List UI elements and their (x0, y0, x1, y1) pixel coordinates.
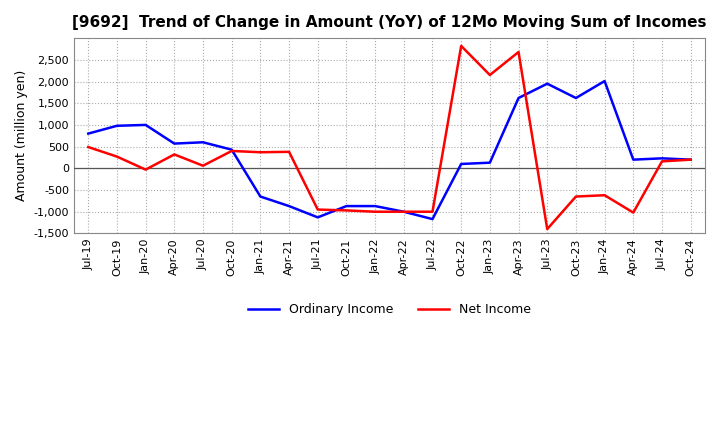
Ordinary Income (428, 216, 437, 222)
Ordinary Income (657, 156, 666, 161)
Net Income (428, 209, 437, 214)
Ordinary Income (400, 209, 408, 214)
Net Income (84, 144, 93, 150)
Ordinary Income (84, 131, 93, 136)
Ordinary Income (313, 215, 322, 220)
Ordinary Income (514, 95, 523, 101)
Ordinary Income (686, 157, 695, 162)
Net Income (112, 154, 121, 159)
Ordinary Income (284, 203, 293, 209)
Ordinary Income (629, 157, 638, 162)
Net Income (400, 209, 408, 214)
Ordinary Income (600, 78, 609, 84)
Ordinary Income (141, 122, 150, 128)
Net Income (228, 148, 236, 154)
Net Income (457, 43, 466, 48)
Title: [9692]  Trend of Change in Amount (YoY) of 12Mo Moving Sum of Incomes: [9692] Trend of Change in Amount (YoY) o… (72, 15, 707, 30)
Line: Ordinary Income: Ordinary Income (89, 81, 690, 219)
Ordinary Income (228, 147, 236, 152)
Ordinary Income (543, 81, 552, 86)
Net Income (686, 157, 695, 162)
Net Income (199, 163, 207, 169)
Net Income (629, 210, 638, 215)
Net Income (256, 150, 265, 155)
Ordinary Income (485, 160, 494, 165)
Ordinary Income (457, 161, 466, 167)
Net Income (657, 159, 666, 164)
Net Income (572, 194, 580, 199)
Net Income (342, 208, 351, 213)
Net Income (485, 72, 494, 77)
Ordinary Income (256, 194, 265, 199)
Net Income (600, 193, 609, 198)
Net Income (284, 149, 293, 154)
Ordinary Income (371, 203, 379, 209)
Net Income (141, 167, 150, 172)
Legend: Ordinary Income, Net Income: Ordinary Income, Net Income (243, 298, 536, 321)
Net Income (514, 49, 523, 55)
Ordinary Income (199, 139, 207, 145)
Net Income (371, 209, 379, 214)
Net Income (170, 152, 179, 157)
Line: Net Income: Net Income (89, 46, 690, 229)
Ordinary Income (342, 203, 351, 209)
Ordinary Income (170, 141, 179, 146)
Ordinary Income (112, 123, 121, 128)
Y-axis label: Amount (million yen): Amount (million yen) (15, 70, 28, 202)
Net Income (313, 207, 322, 212)
Ordinary Income (572, 95, 580, 101)
Net Income (543, 227, 552, 232)
